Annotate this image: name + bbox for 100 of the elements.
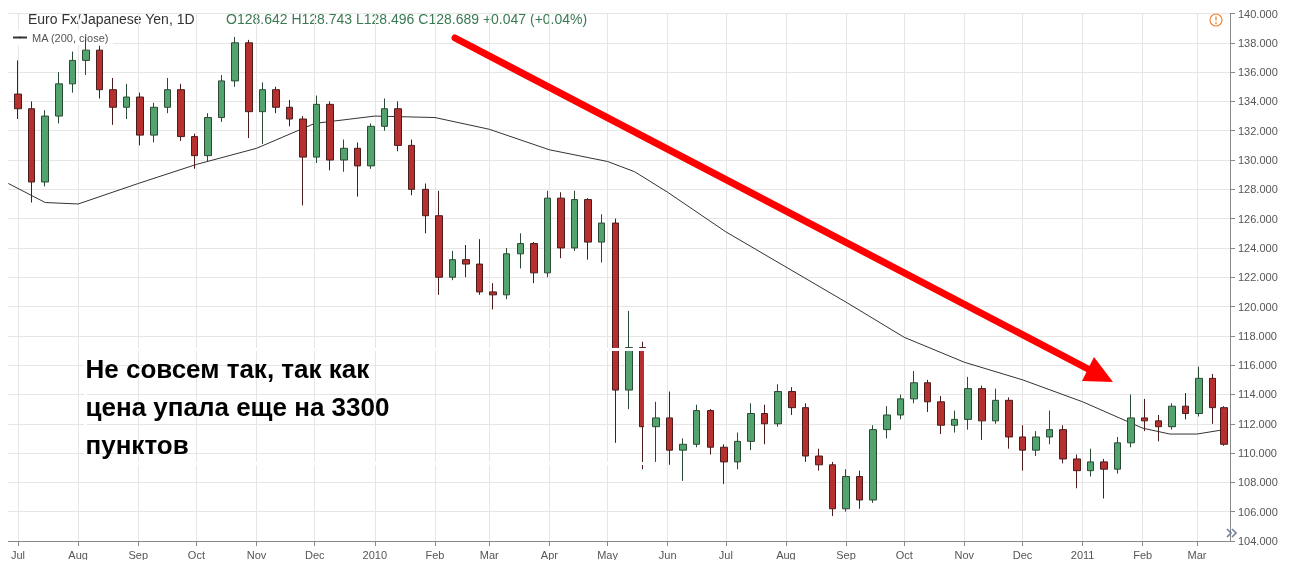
- y-tick-label: 114.000: [1238, 388, 1277, 401]
- candlestick: [177, 83, 185, 142]
- candlestick: [802, 402, 809, 463]
- candlestick: [69, 51, 76, 94]
- y-tick-label: 104.000: [1238, 535, 1278, 547]
- candlestick: [897, 393, 904, 420]
- candlestick: [462, 244, 470, 278]
- candlestick: [1046, 410, 1053, 445]
- candlestick: [1114, 436, 1121, 475]
- candlestick: [191, 133, 198, 170]
- candlestick: [856, 470, 863, 510]
- candlestick: [815, 448, 823, 472]
- annotation: Не совсем так, так как цена упала еще на 3300 пунктов: [85, 353, 397, 460]
- y-tick-label: 118.000: [1238, 329, 1277, 342]
- candlestick: [422, 182, 429, 234]
- candlestick: [435, 190, 443, 296]
- candlestick: [489, 282, 497, 310]
- candlestick: [788, 386, 796, 416]
- candlestick: [408, 139, 415, 196]
- candlestick: [123, 83, 130, 120]
- x-tick-label: Jun: [658, 548, 677, 561]
- candlestick: [204, 112, 212, 162]
- y-tick-label: 128.000: [1238, 183, 1278, 196]
- y-tick-label: 134.000: [1238, 95, 1278, 108]
- candlestick: [544, 190, 551, 278]
- candlestick: [354, 141, 361, 198]
- candlestick: [842, 468, 850, 513]
- annotation: O128.642 H128.743 L128.496 C128.689 +0.047 (+0.04%): [226, 11, 588, 27]
- x-tick-label: Sep: [128, 548, 149, 561]
- candlestick: [557, 191, 565, 259]
- x-tick-label: Dec: [304, 548, 325, 561]
- candlestick: [259, 81, 266, 145]
- candlestick: [584, 197, 592, 261]
- candlestick: [1168, 402, 1176, 431]
- chart-title: Euro Fx/Japanese Yen, 1D: [28, 11, 195, 27]
- candlestick: [1032, 430, 1040, 457]
- candlestick: [747, 402, 755, 451]
- candlestick: [707, 408, 714, 456]
- x-tick-label: Dec: [1012, 548, 1033, 561]
- y-tick-label: 112.000: [1238, 417, 1277, 430]
- y-tick-label: 130.000: [1238, 154, 1278, 167]
- candlestick: [978, 385, 986, 441]
- candlestick: [924, 379, 931, 413]
- candlestick: [299, 115, 307, 206]
- candlestick: [272, 86, 280, 114]
- x-tick-label: Oct: [187, 548, 205, 561]
- y-tick-label: 138.000: [1238, 36, 1278, 49]
- candlestick: [476, 238, 483, 296]
- y-tick-label: 120.000: [1238, 300, 1278, 313]
- candlestick: [218, 74, 225, 123]
- candlestick: [96, 45, 103, 99]
- candlestick: [41, 109, 49, 187]
- candlestick: [1209, 373, 1216, 425]
- y-tick-label: 124.000: [1238, 241, 1278, 254]
- x-tick-label: Feb: [1133, 548, 1153, 561]
- candlestick: [1155, 414, 1162, 442]
- candlestick: [14, 59, 22, 120]
- candlestick: [666, 391, 673, 466]
- candlestick: [571, 190, 578, 252]
- candlestick: [381, 97, 388, 132]
- candlestick: [734, 432, 741, 470]
- x-tick-label: Aug: [776, 548, 796, 561]
- candlestick: [394, 100, 402, 152]
- y-tick-label: 106.000: [1238, 505, 1278, 518]
- x-tick-label: Jul: [718, 548, 733, 561]
- candlestick: [231, 36, 239, 88]
- x-tick-label: Mar: [479, 548, 500, 561]
- x-tick-label: Feb: [425, 548, 445, 561]
- candlestick: [829, 461, 836, 517]
- x-tick-label: 2011: [1070, 548, 1095, 561]
- candlestick: [1127, 393, 1135, 448]
- candlestick: [937, 395, 945, 435]
- candlestick: [286, 99, 293, 127]
- candlestick: [1141, 398, 1148, 432]
- candlestick: [652, 401, 660, 463]
- candlestick: [992, 388, 999, 425]
- candlestick: [340, 139, 348, 173]
- x-tick-label: Jul: [11, 548, 26, 561]
- x-tick-label: Sep: [836, 548, 856, 561]
- x-tick-label: Nov: [246, 548, 267, 561]
- candlestick: [679, 437, 687, 482]
- candlestick: [720, 443, 728, 485]
- candlestick: [326, 100, 334, 171]
- candlestick: [1019, 424, 1026, 472]
- candlestick: [517, 232, 524, 269]
- candlestick: [109, 77, 117, 126]
- candlestick: [164, 77, 171, 114]
- candlestick: [150, 102, 158, 143]
- candlestick: [598, 213, 605, 264]
- y-tick-label: 110.000: [1238, 447, 1277, 460]
- x-tick-label: Mar: [1187, 548, 1207, 561]
- x-tick-label: May: [597, 548, 619, 561]
- y-tick-label: 122.000: [1238, 271, 1278, 284]
- candlestick: [367, 122, 375, 170]
- x-tick-label: Aug: [68, 548, 88, 561]
- candlestick: [883, 405, 891, 439]
- candlestick: [761, 404, 768, 445]
- candlestick: [55, 71, 63, 124]
- candlestick: [449, 250, 456, 281]
- candlestick: [910, 370, 918, 404]
